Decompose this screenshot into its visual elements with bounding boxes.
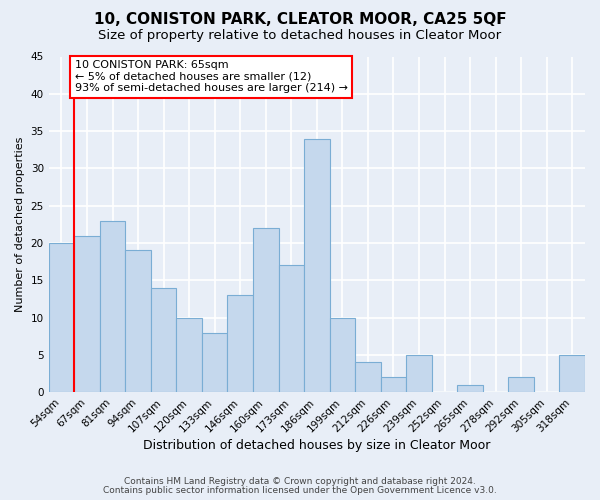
Bar — [49, 243, 74, 392]
Bar — [380, 378, 406, 392]
Bar — [227, 295, 253, 392]
Text: 10 CONISTON PARK: 65sqm
← 5% of detached houses are smaller (12)
93% of semi-det: 10 CONISTON PARK: 65sqm ← 5% of detached… — [75, 60, 348, 94]
Text: Size of property relative to detached houses in Cleator Moor: Size of property relative to detached ho… — [98, 29, 502, 42]
Bar — [125, 250, 151, 392]
Bar — [74, 236, 100, 392]
Bar — [151, 288, 176, 392]
Bar — [355, 362, 380, 392]
Bar — [100, 220, 125, 392]
Bar — [559, 355, 585, 392]
Bar — [508, 378, 534, 392]
Bar — [253, 228, 278, 392]
X-axis label: Distribution of detached houses by size in Cleator Moor: Distribution of detached houses by size … — [143, 440, 491, 452]
Bar — [457, 385, 483, 392]
Bar — [304, 138, 329, 392]
Y-axis label: Number of detached properties: Number of detached properties — [15, 136, 25, 312]
Bar — [202, 332, 227, 392]
Bar — [278, 266, 304, 392]
Text: 10, CONISTON PARK, CLEATOR MOOR, CA25 5QF: 10, CONISTON PARK, CLEATOR MOOR, CA25 5Q… — [94, 12, 506, 28]
Bar — [406, 355, 432, 392]
Bar — [176, 318, 202, 392]
Text: Contains HM Land Registry data © Crown copyright and database right 2024.: Contains HM Land Registry data © Crown c… — [124, 477, 476, 486]
Text: Contains public sector information licensed under the Open Government Licence v3: Contains public sector information licen… — [103, 486, 497, 495]
Bar — [329, 318, 355, 392]
